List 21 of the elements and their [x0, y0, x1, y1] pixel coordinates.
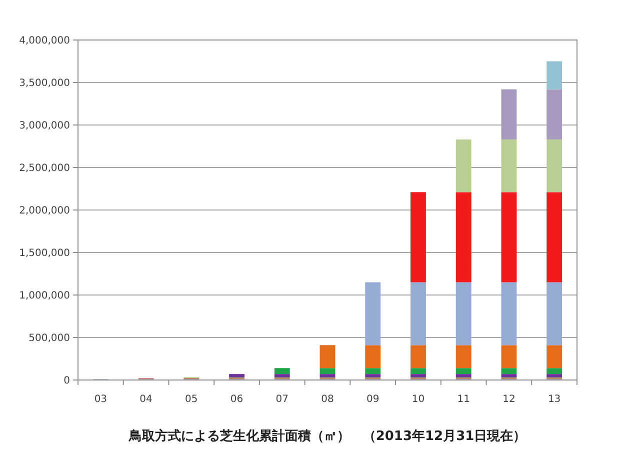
y-tick-label: 4,000,000	[19, 36, 70, 46]
x-tick-label: 07	[276, 394, 289, 405]
x-tick-label: 06	[230, 394, 244, 405]
x-tick-label: 03	[94, 394, 108, 405]
x-tick-label: 08	[321, 394, 334, 405]
x-tick-label: 11	[457, 394, 470, 405]
x-tick-label: 12	[502, 394, 516, 405]
y-tick-label: 1,500,000	[19, 248, 70, 259]
y-tick-label: 3,500,000	[19, 78, 70, 89]
y-tick-label: 3,000,000	[19, 120, 70, 132]
y-tick-label: 500,000	[28, 333, 70, 344]
x-tick-label: 04	[140, 394, 152, 405]
y-tick-label: 2,500,000	[19, 163, 70, 174]
x-tick-label: 13	[548, 394, 561, 405]
y-tick-label: 2,000,000	[19, 206, 70, 216]
y-tick-label: 0	[64, 376, 70, 386]
x-tick-label: 10	[412, 394, 425, 405]
x-tick-label: 09	[366, 394, 380, 405]
y-tick-label: 1,000,000	[19, 290, 70, 302]
text: 鳥取方式による芝生化累計面積（㎡） （2013年12月31日現在）	[128, 428, 526, 444]
x-tick-label: 05	[185, 394, 198, 405]
